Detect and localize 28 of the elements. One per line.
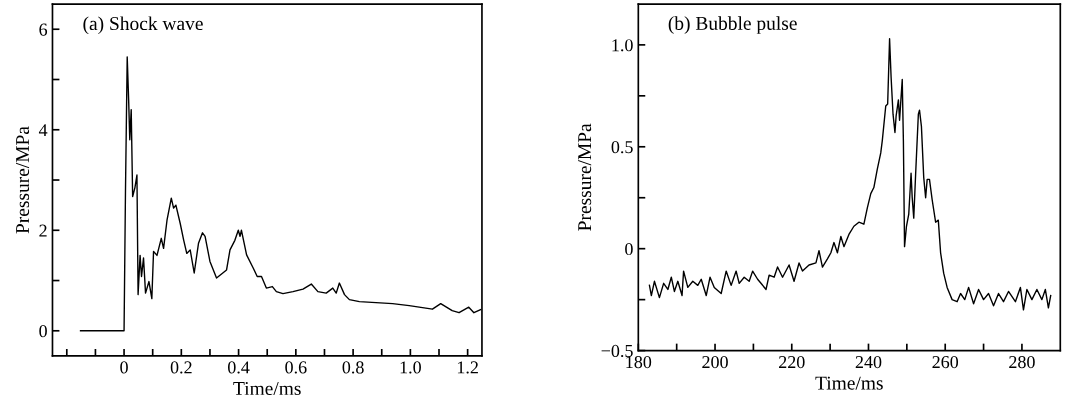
y-tick-label: 4 [38,124,48,137]
y-tick-label: 6 [39,23,48,36]
x-tick-label: 0 [120,361,128,374]
x-tick-label: 280 [1009,355,1035,369]
x-axis-title: Time/ms [233,381,301,396]
y-tick-label: 0 [39,325,47,338]
line-series [648,38,1052,311]
y-axis-title: Pressure/MPa [578,123,592,231]
x-tick-label: 0.2 [170,361,192,374]
x-tick-label: 0.8 [342,361,364,374]
text: (a) Shock wave [83,16,203,35]
y-tick-label: 1.0 [612,39,633,52]
x-tick-label: 0.6 [285,361,307,374]
y-axis-title: Pressure/MPa [16,126,30,234]
y-tick-label: 0 [625,242,633,256]
x-tick-label: 200 [702,355,728,369]
x-tick-label: 180 [626,355,652,369]
x-tick-label: 220 [779,355,805,369]
x-tick-label: 240 [855,355,882,369]
text: (b) Bubble pulse [668,16,797,34]
y-tick-label: 0.5 [611,141,633,154]
x-tick-label: 0.4 [227,361,250,374]
x-tick-label: 260 [932,355,959,369]
x-axis-title: Time/ms [815,376,883,390]
y-tick-label: 2 [39,224,47,237]
y-tick-label: −0.5 [601,344,633,358]
x-tick-label: 1.0 [400,361,421,374]
x-tick-label: 1.2 [457,361,478,374]
